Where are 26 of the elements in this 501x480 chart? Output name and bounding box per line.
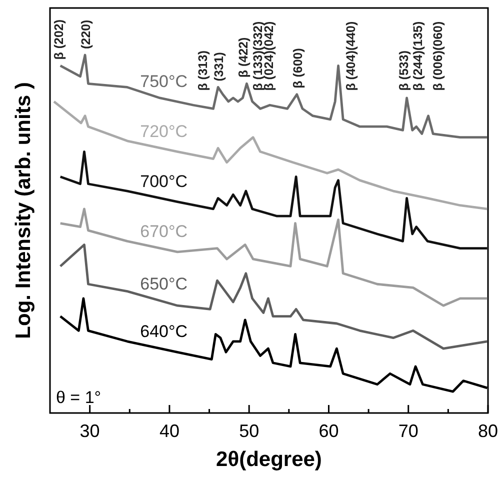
x-tick-label: 80 [478,421,498,441]
annotation: β (533) [396,50,411,91]
series-label: 720°C [140,122,188,141]
annotation: (331) [212,52,226,82]
series-label: 750°C [140,72,188,91]
annotation: β (404)(440) [344,21,358,91]
annotation: β (006)(060) [431,21,446,91]
y-axis-title: Log. Intensity (arb. units ) [12,82,35,339]
annotation: β (202) [52,19,66,60]
x-tick-label: 30 [80,421,100,441]
annotation: β (422) [236,37,251,78]
series-label: 700°C [140,172,188,191]
series-label: 670°C [140,222,188,241]
text: (220) [79,20,94,49]
x-tick-label: 40 [159,421,180,441]
x-axis-title: 2θ(degree) [216,448,322,471]
series-label: 650°C [140,274,188,294]
series-label: 640°C [140,322,188,342]
x-tick-label: 50 [239,421,260,441]
annotation: β (244)(135) [411,21,426,91]
x-tick-label: 70 [398,421,418,441]
x-tick-label: 60 [318,421,339,441]
annotation: β (133)(332) [251,21,266,91]
annotation: β (600) [290,48,305,88]
annotation: θ = 1° [56,388,102,407]
annotation: β (313) [196,50,210,91]
